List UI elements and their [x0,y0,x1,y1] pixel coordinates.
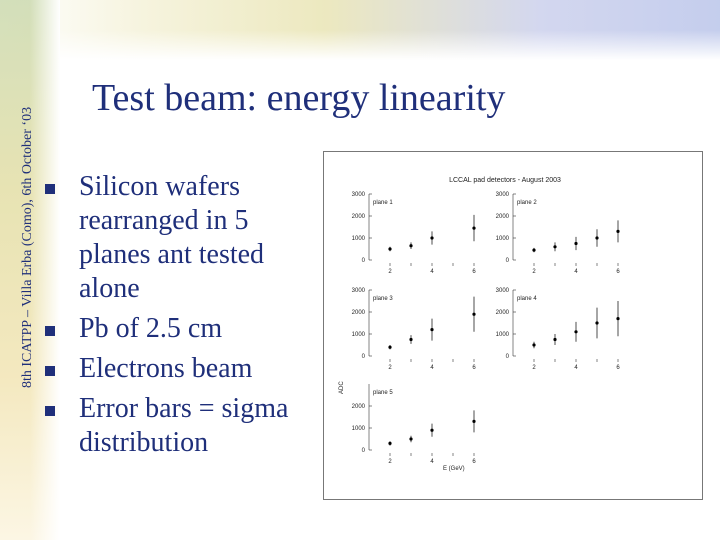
x-tick-label: 6 [472,365,476,371]
panel-name: plane 4 [517,296,537,302]
x-tick-label: 6 [472,269,476,275]
x-tick-label: 2 [388,365,392,371]
bullet-item: Electrons beam [45,352,325,386]
bullet-square-icon [45,184,55,194]
figure-title: LCCAL pad detectors - August 2003 [449,177,561,184]
y-tick-label: 1000 [496,236,510,242]
data-point [616,229,620,233]
linearity-figure: LCCAL pad detectors - August 2003 ADC E … [335,162,689,486]
x-tick-label: 4 [430,459,434,465]
panel-name: plane 3 [373,296,393,302]
data-point [409,337,413,342]
x-tick-label: 6 [472,459,476,465]
y-tick-label: 2000 [496,214,510,220]
bullet-text: Silicon wafers rearranged in 5 planes an… [79,171,265,304]
x-tick-label: 2 [532,269,536,275]
x-tick-label: 6 [616,269,620,275]
conference-label: 8th ICATPP – Villa Erba (Como), 6th Octo… [20,106,35,388]
y-tick-label: 2000 [352,310,366,316]
data-point [574,330,578,334]
y-tick-label: 0 [362,258,366,264]
bullet-square-icon [45,326,55,336]
panel-4: 0 1000 2000 3000 2 4 6 plane 4 [496,288,621,371]
data-point [595,321,599,325]
data-point [388,247,392,251]
data-point [616,317,620,321]
data-point [388,441,392,445]
x-tick-label: 4 [574,365,578,371]
data-point [553,245,557,249]
data-point [574,241,578,246]
y-tick-label: 2000 [352,404,366,410]
data-point [472,419,476,423]
panel-name: plane 1 [373,200,393,206]
data-point [553,337,557,342]
panel-1: 0 1000 2000 3000 2 4 6 plane 1 [352,192,477,275]
x-tick-label: 4 [430,269,434,275]
data-point [430,328,434,332]
data-point [472,226,476,230]
x-tick-label: 6 [616,365,620,371]
data-point [409,244,413,248]
x-tick-label: 2 [532,365,536,371]
y-tick-label: 1000 [352,332,366,338]
x-axis-label: E (GeV) [443,466,465,472]
bullet-square-icon [45,366,55,376]
data-point [595,236,599,240]
x-tick-label: 2 [388,459,392,465]
y-tick-label: 3000 [496,192,510,198]
y-tick-label: 0 [362,354,366,360]
bullet-item: Pb of 2.5 cm [45,312,325,346]
y-tick-label: 0 [506,354,510,360]
panel-2: 0 1000 2000 3000 2 4 6 plane 2 [496,192,621,275]
x-tick-label: 4 [574,269,578,275]
y-tick-label: 3000 [496,288,510,294]
bullet-text: Pb of 2.5 cm [79,313,223,344]
x-tick-label: 2 [388,269,392,275]
y-tick-label: 3000 [352,192,366,198]
panel-name: plane 2 [517,200,537,206]
y-tick-label: 1000 [352,236,366,242]
data-point [472,312,476,316]
data-point [430,428,434,432]
bullet-text: Error bars = sigma distribution [79,393,289,458]
y-tick-label: 3000 [352,288,366,294]
panel-3: 0 1000 2000 3000 2 4 6 plane 3 [352,288,477,371]
data-point [430,236,434,240]
x-tick-label: 4 [430,365,434,371]
decorative-banner-top [0,0,720,60]
slide-title: Test beam: energy linearity [92,77,506,119]
y-tick-label: 0 [506,258,510,264]
bullet-text: Electrons beam [79,353,253,384]
data-point [532,248,536,252]
bullet-list: Silicon wafers rearranged in 5 planes an… [45,170,325,466]
panel-5: 0 1000 2000 2 4 6 plane 5 [352,384,476,465]
bullet-item: Error bars = sigma distribution [45,392,325,460]
y-tick-label: 2000 [496,310,510,316]
y-tick-label: 1000 [352,426,366,432]
bullet-item: Silicon wafers rearranged in 5 planes an… [45,170,325,306]
y-tick-label: 1000 [496,332,510,338]
panel-name: plane 5 [373,390,393,396]
y-axis-label: ADC [339,381,345,394]
data-point [409,437,413,441]
decorative-banner-left [0,0,60,540]
bullet-square-icon [45,406,55,416]
data-point [388,345,392,349]
y-tick-label: 2000 [352,214,366,220]
y-tick-label: 0 [362,448,366,454]
linearity-plots: LCCAL pad detectors - August 2003 ADC E … [339,177,621,472]
data-point [532,343,536,347]
